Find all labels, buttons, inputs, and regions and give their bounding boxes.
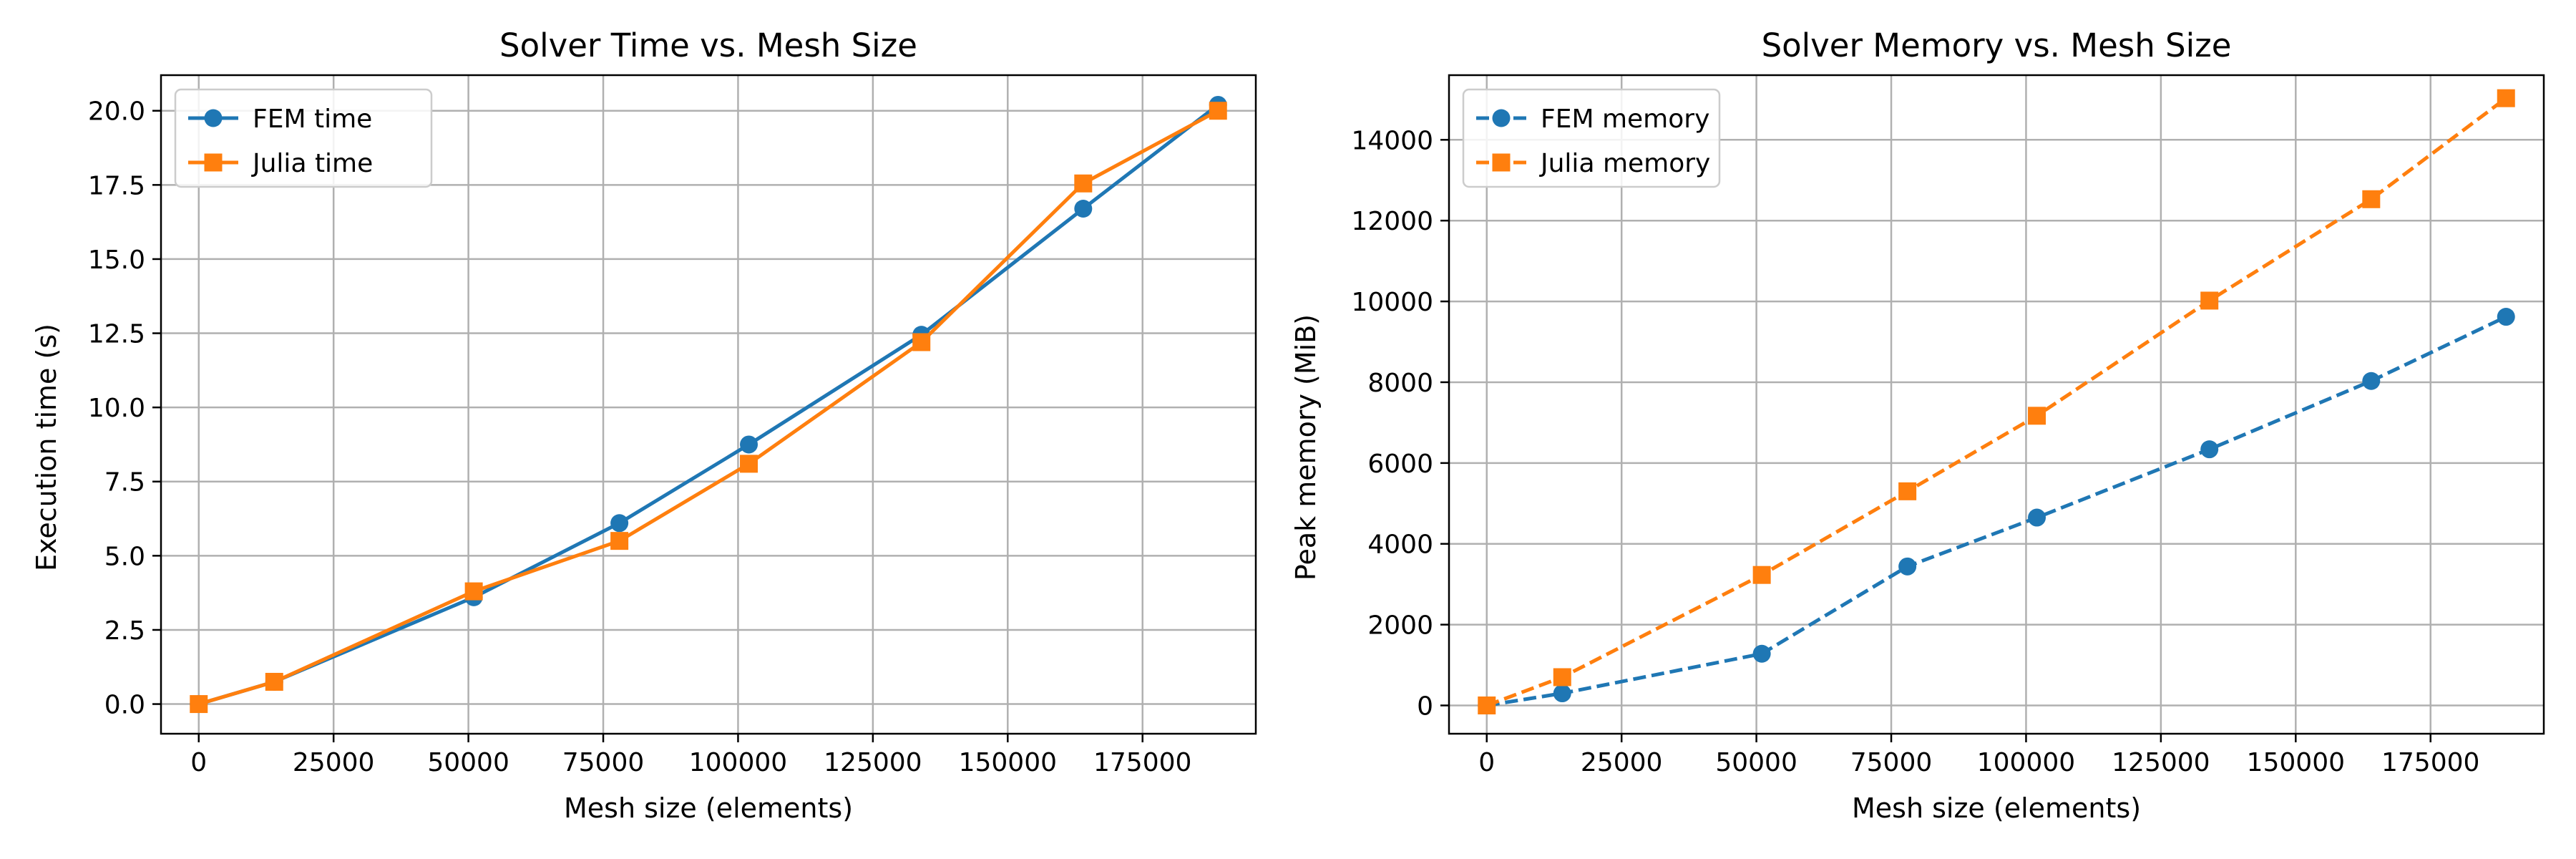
memory-chart-panel: Solver Memory vs. Mesh Size Mesh size (e… — [1290, 26, 2545, 824]
memory-data-point — [2497, 308, 2515, 326]
memory-legend-box — [1462, 88, 1721, 188]
time-y-tick-label: 17.5 — [88, 171, 145, 200]
memory-series-fem — [1478, 308, 2515, 714]
memory-data-point — [2200, 440, 2219, 459]
memory-y-tick-label: 14000 — [1351, 126, 1433, 155]
time-chart-title: Solver Time vs. Mesh Size — [499, 26, 917, 64]
time-data-point — [912, 333, 931, 351]
time-x-tick-label: 175000 — [1093, 748, 1191, 777]
time-data-point — [1074, 199, 1093, 218]
time-y-tick-label: 10.0 — [88, 394, 145, 423]
memory-x-tick-label: 25000 — [1581, 748, 1663, 777]
time-data-point — [265, 672, 283, 691]
memory-grid — [1449, 75, 2544, 734]
memory-data-point — [2028, 508, 2046, 527]
memory-legend-entry: FEM memory — [1476, 105, 1709, 134]
time-data-point — [740, 455, 758, 473]
time-data-point — [610, 514, 629, 533]
time-data-point — [740, 435, 758, 454]
time-data-point — [190, 695, 208, 714]
memory-y-tick-label: 0 — [1417, 691, 1433, 721]
time-x-tick-label: 100000 — [689, 748, 787, 777]
memory-data-point — [1553, 684, 1571, 703]
memory-data-point — [1752, 566, 1771, 584]
memory-x-tick-label: 0 — [1478, 748, 1495, 777]
memory-x-tick-label: 50000 — [1715, 748, 1797, 777]
memory-data-point — [1553, 668, 1571, 686]
time-plot-frame — [160, 74, 1257, 735]
memory-y-tick-label: 10000 — [1351, 288, 1433, 317]
memory-data-point — [1898, 557, 1917, 576]
time-legend-marker — [204, 153, 223, 172]
time-data-point — [610, 532, 629, 550]
memory-y-tick-label: 12000 — [1351, 207, 1433, 236]
memory-legend-marker — [1492, 153, 1511, 172]
time-legend-entry: Julia time — [188, 149, 373, 178]
time-y-tick-label: 20.0 — [88, 97, 145, 127]
memory-data-point — [2200, 291, 2219, 310]
time-data-point — [1209, 102, 1227, 120]
memory-x-tick-label: 175000 — [2381, 748, 2479, 777]
time-y-tick-label: 7.5 — [104, 468, 145, 498]
memory-chart-title: Solver Memory vs. Mesh Size — [1762, 26, 2232, 64]
time-chart-panel: Solver Time vs. Mesh Size Mesh size (ele… — [31, 26, 1257, 824]
time-legend-label: FEM time — [253, 105, 372, 134]
memory-chart-xlabel: Mesh size (elements) — [1852, 792, 2141, 824]
time-legend-box — [174, 88, 433, 188]
time-legend-marker — [204, 109, 223, 127]
time-y-tick-label: 5.0 — [104, 542, 145, 571]
time-x-tick-label: 75000 — [562, 748, 645, 777]
memory-y-tick-label: 2000 — [1367, 611, 1433, 641]
memory-series-julia — [1478, 89, 2515, 714]
time-x-tick-label: 125000 — [824, 748, 922, 777]
memory-data-point — [1898, 482, 1917, 500]
time-y-tick-label: 15.0 — [88, 246, 145, 275]
time-legend-label: Julia time — [251, 149, 373, 178]
memory-data-point — [2362, 372, 2381, 390]
memory-y-tick-label: 8000 — [1367, 369, 1433, 398]
time-x-tick-label: 25000 — [293, 748, 375, 777]
time-x-tick-label: 0 — [190, 748, 207, 777]
memory-series-line — [1485, 97, 2507, 707]
memory-x-tick-label: 75000 — [1850, 748, 1933, 777]
memory-data-point — [2362, 190, 2381, 208]
time-legend: FEM time Julia time — [174, 88, 433, 188]
time-y-tick-label: 0.0 — [104, 691, 145, 720]
memory-legend-label: FEM memory — [1541, 105, 1709, 134]
time-legend-entry: FEM time — [188, 105, 372, 134]
time-y-tick-label: 2.5 — [104, 616, 145, 646]
memory-series-line — [1486, 315, 2507, 707]
memory-x-tick-label: 125000 — [2112, 748, 2210, 777]
memory-legend-marker — [1492, 109, 1511, 127]
time-series-line — [198, 109, 1219, 706]
memory-data-point — [2028, 407, 2046, 425]
time-chart-xlabel: Mesh size (elements) — [564, 792, 853, 824]
memory-data-point — [2497, 89, 2515, 107]
time-x-tick-label: 50000 — [427, 748, 509, 777]
memory-y-tick-label: 6000 — [1367, 450, 1433, 479]
time-series-julia — [190, 102, 1227, 714]
time-y-tick-label: 12.5 — [88, 320, 145, 349]
memory-plot-frame — [1448, 74, 2545, 735]
memory-legend: FEM memory Julia memory — [1462, 88, 1721, 188]
memory-x-tick-label: 100000 — [1977, 748, 2075, 777]
memory-data-point — [1752, 644, 1771, 663]
time-chart-ylabel: Execution time (s) — [31, 324, 62, 571]
memory-data-point — [1478, 696, 1496, 714]
memory-legend-label: Julia memory — [1539, 149, 1710, 178]
time-data-point — [464, 582, 483, 601]
memory-x-tick-label: 150000 — [2247, 748, 2345, 777]
memory-chart-ylabel: Peak memory (MiB) — [1290, 314, 1322, 581]
time-x-tick-label: 150000 — [959, 748, 1057, 777]
time-data-point — [1074, 174, 1093, 193]
time-grid — [161, 75, 1256, 734]
memory-y-tick-label: 4000 — [1367, 530, 1433, 560]
memory-legend-entry: Julia memory — [1476, 149, 1710, 178]
